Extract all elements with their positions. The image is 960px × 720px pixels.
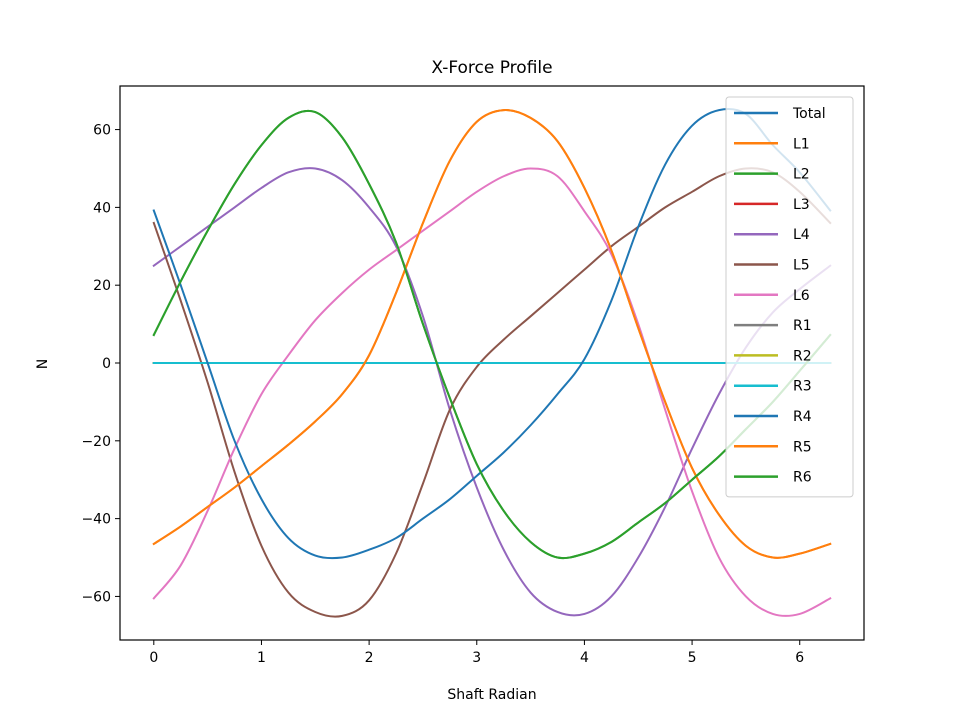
series-layer [152,107,832,618]
legend-label: R4 [793,409,812,425]
legend-label: R5 [793,439,812,455]
x-axis-label: Shaft Radian [447,687,536,703]
y-axis-label: N [35,359,51,369]
legend-label: R6 [793,470,812,486]
y-tick-label: 60 [93,123,111,139]
legend-label: L2 [793,167,810,183]
series-line-l6 [152,167,832,617]
legend: Total L1 L2 L3 L4 L5 L6 R1 R2 R3 R4 R5 R6 [725,96,854,498]
legend-item-r5: R5 [734,439,812,455]
x-tick-label: 1 [257,650,266,666]
legend-item-l6: L6 [734,288,810,304]
legend-item-r6: R6 [734,470,812,486]
legend-label: L3 [793,197,810,213]
y-tick-label: 20 [93,278,111,294]
legend-item-r4: R4 [734,409,812,425]
legend-label: L6 [793,288,810,304]
y-tick-label: −40 [81,512,111,528]
series-line-r5 [152,109,832,559]
x-axis: 0 1 2 3 4 5 6 [149,640,804,666]
x-tick-label: 6 [795,650,804,666]
legend-item-l3: L3 [734,197,810,213]
series-line-l5 [152,167,832,618]
y-tick-label: −60 [81,589,111,605]
x-tick-label: 3 [472,650,481,666]
x-tick-label: 0 [149,650,158,666]
legend-label: L4 [793,227,810,243]
legend-box [725,96,854,498]
x-tick-label: 4 [580,650,589,666]
series-line-l4 [152,167,832,617]
y-tick-label: 40 [93,200,111,216]
legend-item-r3: R3 [734,379,812,395]
legend-label: R2 [793,348,812,364]
series-line-r6 [152,109,832,560]
legend-label: L5 [793,258,810,274]
y-tick-label: 0 [102,356,111,372]
legend-item-total: Total [734,106,826,122]
legend-item-l1: L1 [734,136,810,152]
legend-label: Total [792,106,826,122]
legend-label: R3 [793,379,812,395]
y-tick-label: −20 [81,434,111,450]
series-line-r4 [152,107,832,560]
y-axis: −60 −40 −20 0 20 40 60 [81,123,120,605]
legend-item-l4: L4 [734,227,810,243]
x-tick-label: 2 [365,650,374,666]
legend-item-l2: L2 [734,167,810,183]
legend-item-r2: R2 [734,348,812,364]
legend-item-l5: L5 [734,258,810,274]
legend-label: L1 [793,136,810,152]
legend-item-r1: R1 [734,318,812,334]
chart-title: X-Force Profile [431,58,552,78]
legend-label: R1 [793,318,812,334]
x-tick-label: 5 [688,650,697,666]
